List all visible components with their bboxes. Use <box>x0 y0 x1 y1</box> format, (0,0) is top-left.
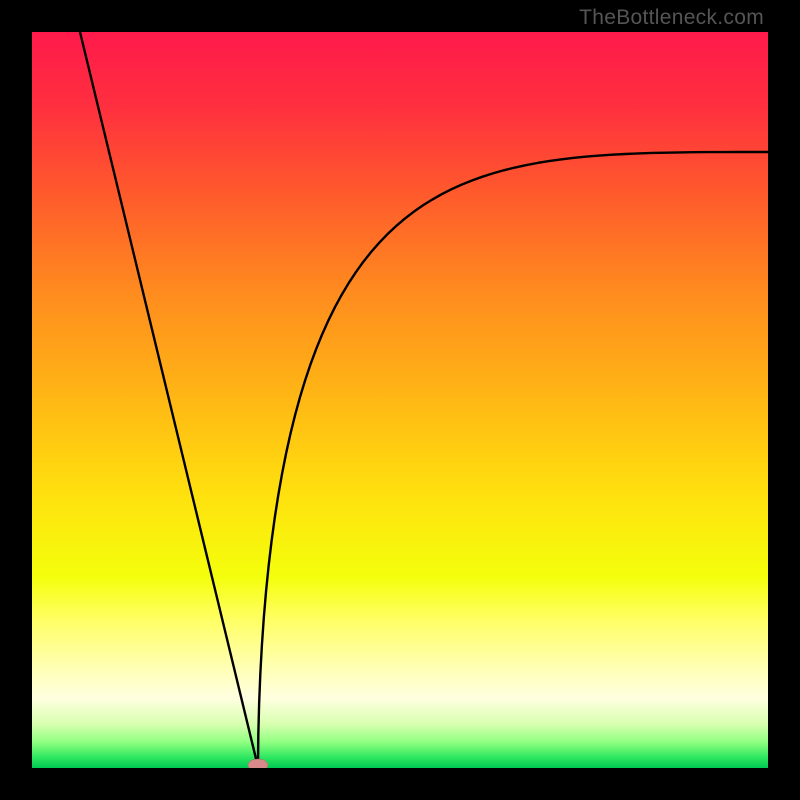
chart-canvas <box>32 32 768 768</box>
gradient-background <box>32 32 768 768</box>
watermark-text: TheBottleneck.com <box>579 6 764 30</box>
chart-frame <box>32 32 768 768</box>
